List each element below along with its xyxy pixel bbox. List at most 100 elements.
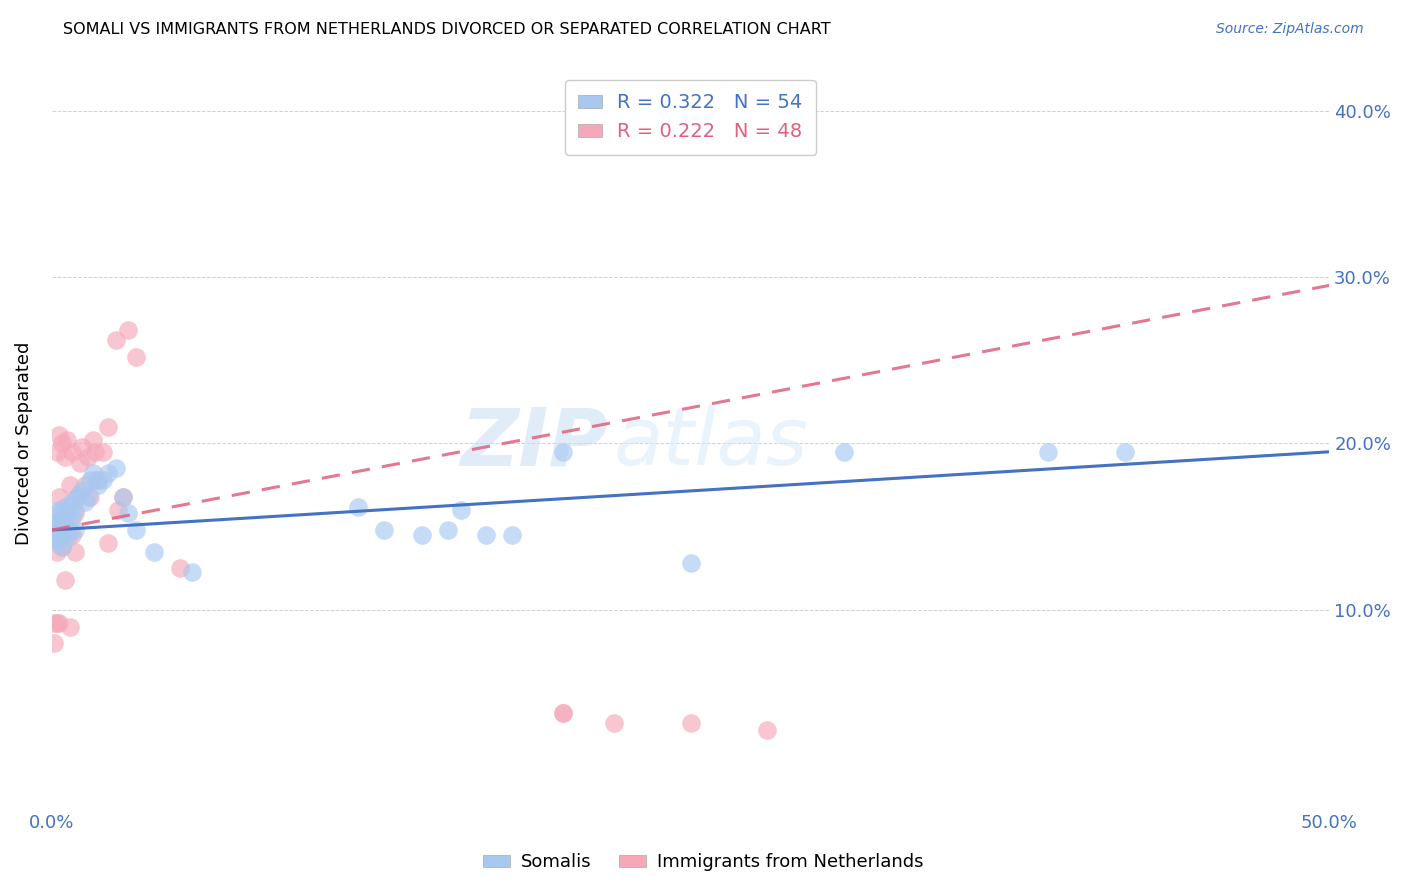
Point — [551, 445, 574, 459]
Point — [44, 616, 66, 631]
Point — [45, 507, 67, 521]
Point — [59, 478, 82, 492]
Point — [45, 528, 67, 542]
Point — [436, 523, 458, 537]
Point — [63, 503, 86, 517]
Point — [60, 494, 83, 508]
Point — [53, 528, 76, 542]
Point — [79, 490, 101, 504]
Point — [60, 528, 83, 542]
Point — [117, 507, 139, 521]
Point — [347, 500, 370, 514]
Point — [48, 532, 70, 546]
Point — [73, 478, 96, 492]
Point — [117, 323, 139, 337]
Point — [832, 445, 855, 459]
Point — [48, 516, 70, 531]
Point — [475, 528, 498, 542]
Point — [44, 523, 66, 537]
Point — [59, 500, 82, 514]
Point — [59, 619, 82, 633]
Point — [82, 433, 104, 447]
Text: Source: ZipAtlas.com: Source: ZipAtlas.com — [1216, 22, 1364, 37]
Point — [60, 445, 83, 459]
Point — [44, 533, 66, 547]
Point — [53, 573, 76, 587]
Point — [1038, 445, 1060, 459]
Point — [79, 473, 101, 487]
Text: atlas: atlas — [614, 404, 808, 483]
Point — [450, 503, 472, 517]
Point — [411, 528, 433, 542]
Point — [679, 556, 702, 570]
Point — [66, 490, 89, 504]
Point — [59, 523, 82, 537]
Point — [91, 473, 114, 487]
Point — [45, 536, 67, 550]
Point — [60, 511, 83, 525]
Point — [87, 478, 110, 492]
Point — [603, 716, 626, 731]
Point — [45, 523, 67, 537]
Point — [63, 507, 86, 521]
Point — [73, 494, 96, 508]
Point — [72, 483, 94, 497]
Y-axis label: Divorced or Separated: Divorced or Separated — [15, 342, 32, 545]
Point — [53, 500, 76, 514]
Point — [72, 440, 94, 454]
Point — [82, 467, 104, 481]
Point — [63, 544, 86, 558]
Point — [53, 511, 76, 525]
Point — [181, 565, 204, 579]
Point — [44, 636, 66, 650]
Point — [56, 523, 79, 537]
Point — [373, 523, 395, 537]
Point — [51, 436, 73, 450]
Point — [56, 433, 79, 447]
Point — [84, 473, 107, 487]
Point — [87, 473, 110, 487]
Point — [45, 515, 67, 529]
Point — [45, 544, 67, 558]
Point — [91, 445, 114, 459]
Point — [551, 706, 574, 720]
Point — [66, 490, 89, 504]
Point — [104, 334, 127, 348]
Point — [51, 511, 73, 525]
Point — [104, 461, 127, 475]
Point — [51, 507, 73, 521]
Point — [48, 503, 70, 517]
Point — [45, 445, 67, 459]
Point — [84, 445, 107, 459]
Point — [97, 420, 120, 434]
Point — [756, 723, 779, 737]
Point — [97, 467, 120, 481]
Legend: R = 0.322   N = 54, R = 0.222   N = 48: R = 0.322 N = 54, R = 0.222 N = 48 — [565, 80, 817, 155]
Point — [48, 523, 70, 537]
Point — [112, 490, 135, 504]
Point — [56, 507, 79, 521]
Point — [51, 540, 73, 554]
Point — [69, 486, 91, 500]
Point — [97, 536, 120, 550]
Point — [142, 544, 165, 558]
Point — [63, 523, 86, 537]
Point — [112, 490, 135, 504]
Legend: Somalis, Immigrants from Netherlands: Somalis, Immigrants from Netherlands — [475, 847, 931, 879]
Point — [44, 516, 66, 531]
Point — [53, 450, 76, 464]
Point — [679, 716, 702, 731]
Point — [56, 532, 79, 546]
Point — [125, 350, 148, 364]
Point — [1114, 445, 1136, 459]
Point — [169, 561, 191, 575]
Point — [53, 523, 76, 537]
Point — [48, 523, 70, 537]
Point — [48, 428, 70, 442]
Point — [48, 490, 70, 504]
Text: ZIP: ZIP — [460, 404, 607, 483]
Point — [76, 450, 98, 464]
Point — [69, 457, 91, 471]
Point — [45, 616, 67, 631]
Point — [48, 616, 70, 631]
